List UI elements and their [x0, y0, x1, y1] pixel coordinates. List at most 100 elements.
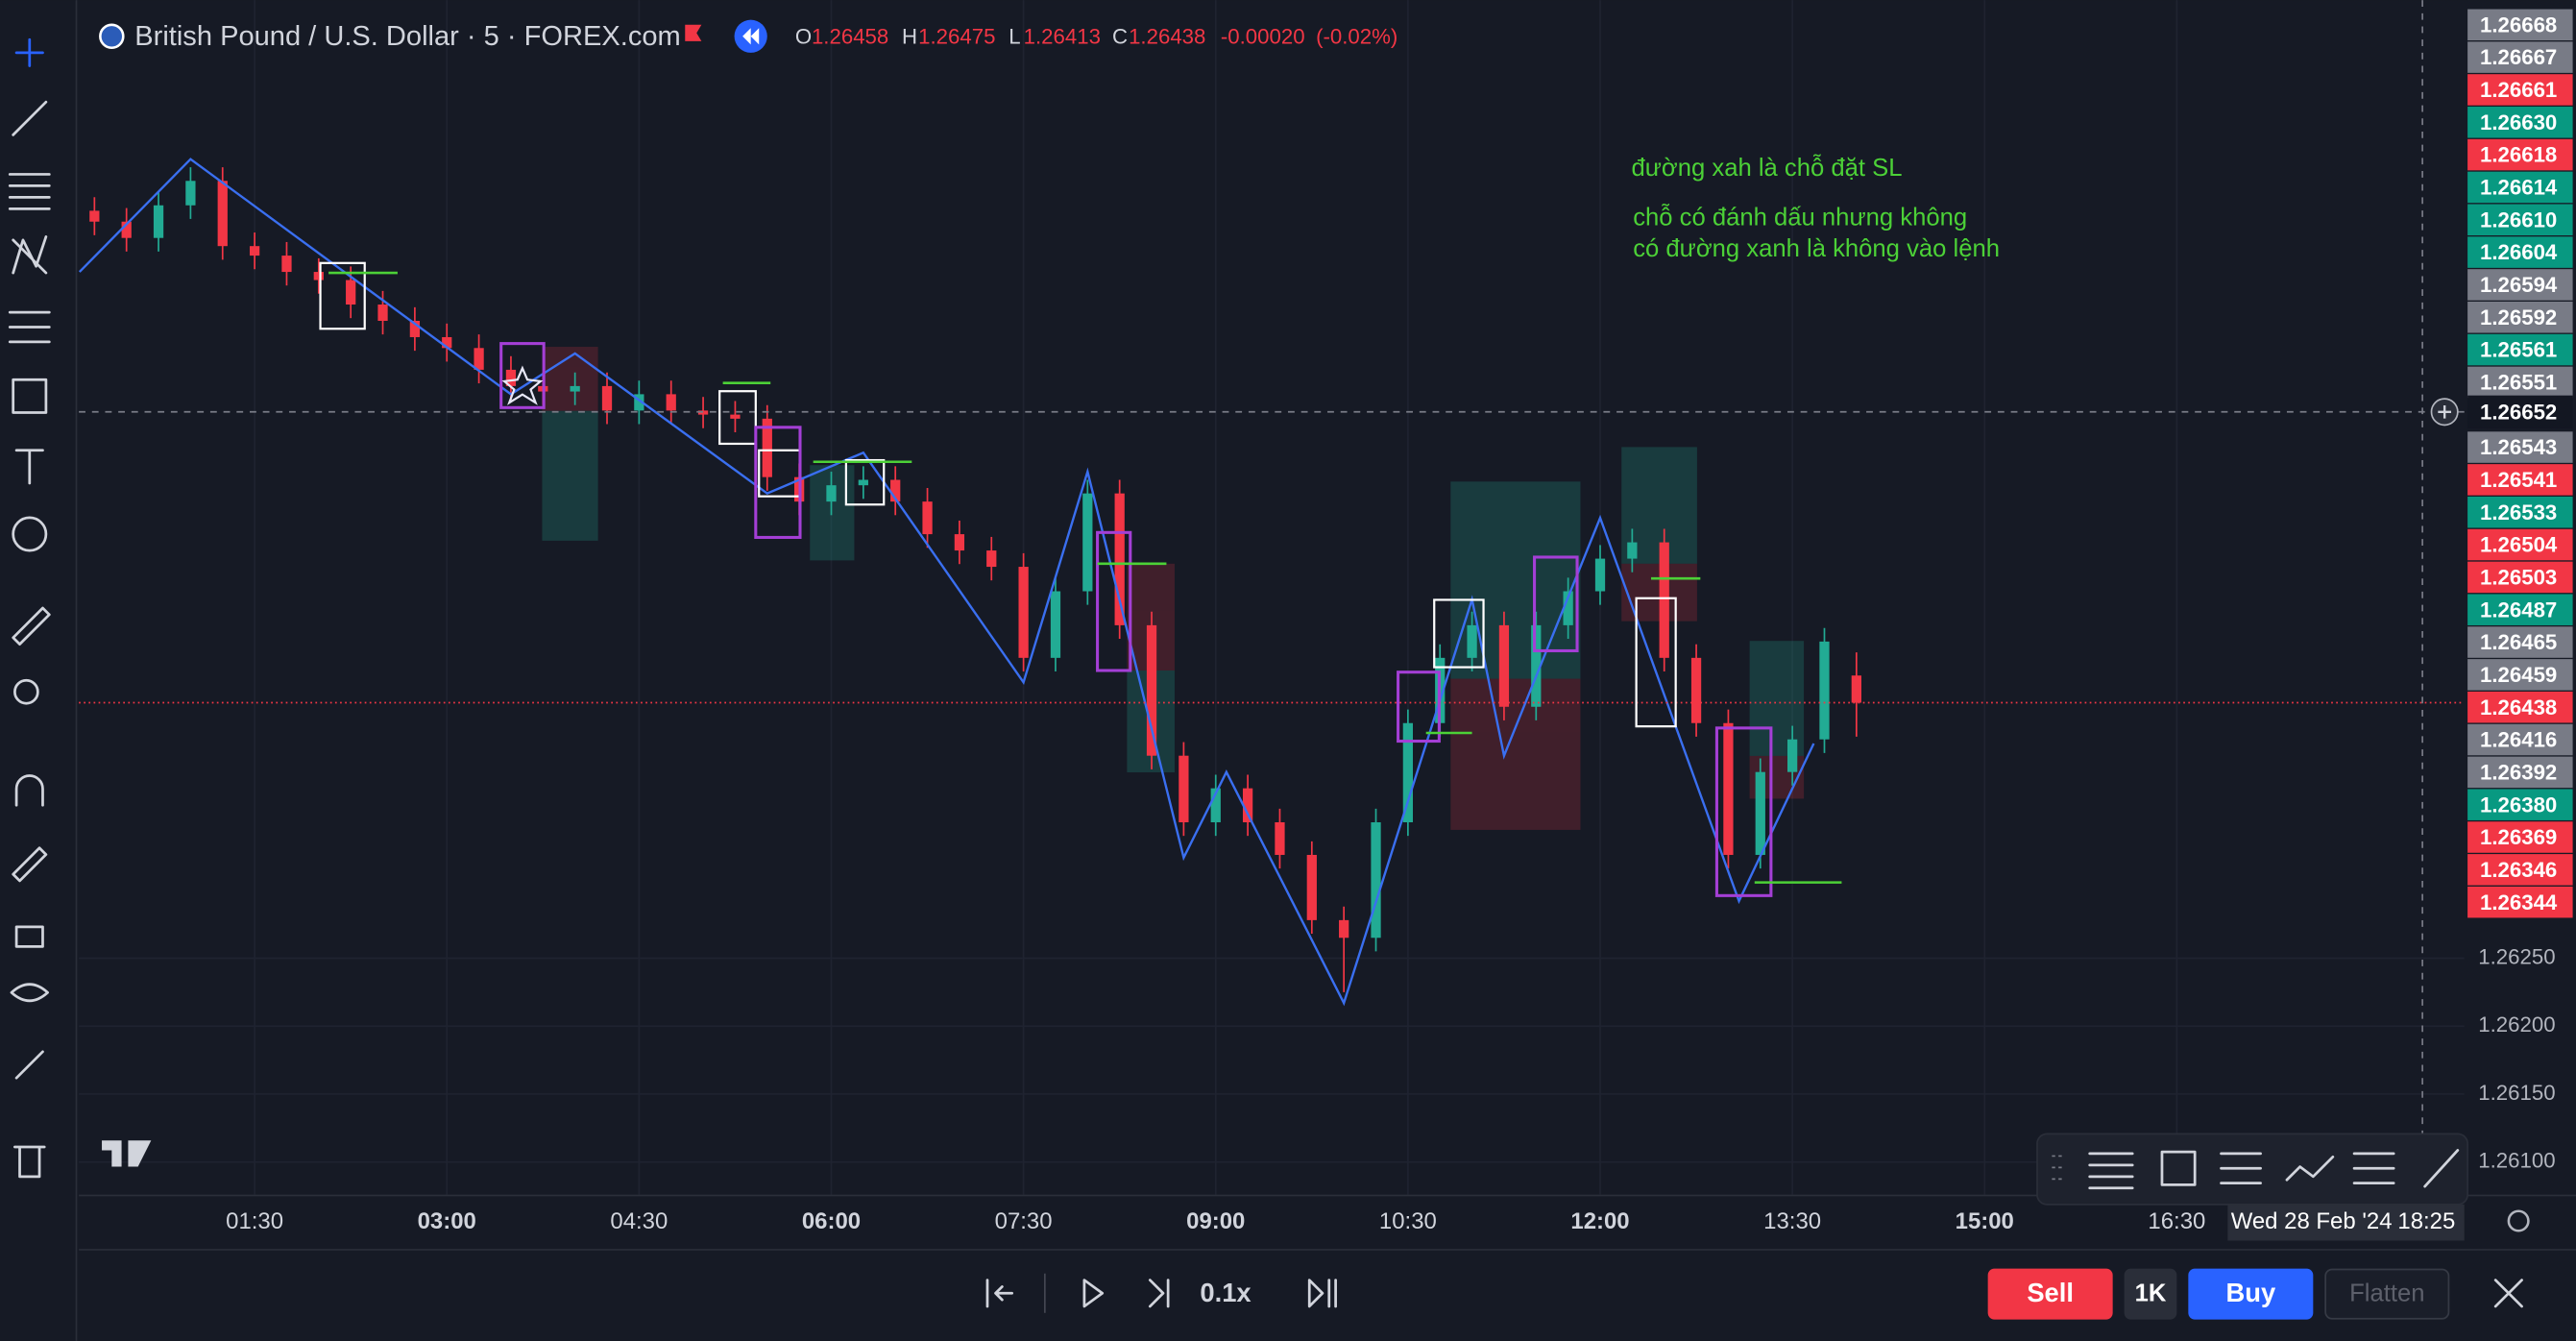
- price-tag-label: 1.26465: [2480, 630, 2557, 654]
- draw-mode[interactable]: [12, 846, 48, 883]
- tv-logo: [102, 1140, 152, 1167]
- jump-back-button[interactable]: [985, 1279, 1014, 1308]
- jump-realtime-button[interactable]: [1307, 1279, 1337, 1308]
- emoji-tool[interactable]: [12, 516, 48, 552]
- buy-button[interactable]: [2188, 1268, 2314, 1320]
- marker-box: [754, 426, 802, 539]
- price-tag-label: 1.26344: [2480, 890, 2558, 914]
- marker-box: [1397, 670, 1441, 744]
- toolbar-bg: [0, 0, 76, 1341]
- speed-button[interactable]: 0.1x: [1200, 1278, 1252, 1307]
- candle-body: [1050, 591, 1061, 658]
- price-tag-label: 1.26592: [2480, 305, 2557, 329]
- trendline-tool[interactable]: [12, 100, 48, 136]
- marker-box: [1714, 726, 1773, 897]
- ohlc-key: C: [1112, 24, 1128, 48]
- annotation: đường xah là chỗ đặt SL: [1631, 154, 1902, 182]
- price-tag: [2467, 561, 2573, 594]
- crosshair-price: 1.26652: [2480, 400, 2557, 424]
- drag-handle[interactable]: [2052, 1155, 2062, 1181]
- candle-body: [986, 550, 997, 568]
- sell-label: Sell: [2027, 1278, 2074, 1307]
- annotation: có đường xanh là không vào lệnh: [1633, 235, 2000, 262]
- price-tag: [2467, 594, 2573, 625]
- ruler-tool[interactable]: [12, 606, 51, 646]
- flatten-button[interactable]: [2324, 1268, 2450, 1320]
- candle-body: [1114, 493, 1125, 625]
- hide-tool[interactable]: [10, 983, 49, 1003]
- annotations: đường xah là chỗ đặt SL chỗ có đánh dấu …: [1631, 154, 2000, 262]
- price-tag-label: 1.26369: [2480, 825, 2557, 849]
- price-tag-label: 1.26610: [2480, 207, 2557, 232]
- price-tag: [2467, 366, 2573, 399]
- crosshair-time: 18:25: [2397, 1208, 2455, 1234]
- magnet-tool[interactable]: [14, 774, 44, 807]
- candle-body: [1723, 722, 1734, 855]
- market-status[interactable]: [685, 24, 702, 41]
- candle-body: [153, 205, 164, 238]
- ohlc-value: 1.26413: [1024, 24, 1101, 48]
- x-tick-label: 04:30: [610, 1208, 668, 1234]
- play-button[interactable]: [1082, 1279, 1105, 1308]
- price-tag: [2467, 204, 2573, 236]
- text-tool[interactable]: [14, 449, 44, 485]
- symbol-flag: [99, 23, 125, 50]
- marker-box: [499, 342, 546, 409]
- projection-tool[interactable]: [8, 310, 51, 344]
- fib-tool[interactable]: [8, 173, 51, 210]
- price-tag-label: 1.26541: [2480, 468, 2557, 492]
- pattern-tool[interactable]: [12, 235, 48, 275]
- step-button[interactable]: [1148, 1279, 1170, 1308]
- ohlc-key: H: [902, 24, 917, 48]
- price-tag-label: 1.26504: [2480, 533, 2558, 557]
- annotation: chỗ có đánh dấu nhưng không: [1633, 203, 1967, 231]
- candle-body: [890, 479, 901, 502]
- crosshair-tool[interactable]: [14, 37, 44, 67]
- candle-body: [313, 272, 324, 280]
- position-button[interactable]: [2352, 1152, 2395, 1185]
- price-tag-label: 1.26380: [2480, 792, 2557, 817]
- price-tag: [2467, 723, 2573, 756]
- quantity-button[interactable]: [2124, 1268, 2177, 1320]
- candle-body: [1242, 788, 1253, 823]
- price-tag-label: 1.26561: [2480, 338, 2557, 362]
- price-axis: 1.26250 1.26200 1.26150 1.26100 1.26668 1.266…: [2430, 9, 2573, 1173]
- marker-box: [718, 390, 757, 446]
- candle-body: [1306, 854, 1317, 920]
- candle-body: [474, 348, 484, 370]
- candle-body: [1210, 788, 1221, 823]
- zoom-tool[interactable]: [13, 678, 39, 705]
- settings-icon[interactable]: [2507, 1209, 2530, 1232]
- candle-body: [922, 501, 933, 535]
- price-tag-label: 1.26533: [2480, 500, 2557, 524]
- price-tag: [2467, 431, 2573, 463]
- price-tag: [2467, 302, 2573, 333]
- rect-button[interactable]: [2160, 1150, 2197, 1186]
- price-tag: [2467, 886, 2573, 918]
- candle-body: [1018, 567, 1029, 658]
- fib-button[interactable]: [2088, 1152, 2134, 1190]
- link-tool[interactable]: [14, 1050, 44, 1080]
- line-button[interactable]: [2423, 1149, 2460, 1188]
- symbol-title[interactable]: British Pound / U.S. Dollar · 5 · FOREX.…: [134, 21, 681, 52]
- price-tag: [2467, 528, 2573, 561]
- shape-tool[interactable]: [12, 378, 48, 414]
- path-button[interactable]: [2285, 1155, 2335, 1182]
- close-button[interactable]: [2493, 1279, 2523, 1308]
- ohlc-value: 1.26438: [1129, 24, 1205, 48]
- change-percent: (-0.02%): [1316, 24, 1397, 48]
- candle-body: [1819, 641, 1830, 740]
- sell-button[interactable]: [1987, 1268, 2113, 1320]
- replay-icon: [742, 28, 760, 45]
- delete-tool[interactable]: [13, 1145, 46, 1179]
- lock-tool[interactable]: [14, 925, 44, 948]
- left-toolbar: [0, 0, 78, 1341]
- price-tag: [2467, 333, 2573, 366]
- candle-body: [249, 246, 260, 256]
- price-tag: [2467, 41, 2573, 73]
- x-tick-label: 03:00: [418, 1208, 476, 1234]
- channel-button[interactable]: [2220, 1152, 2262, 1185]
- price-tag: [2467, 854, 2573, 886]
- x-tick-label: 07:30: [995, 1208, 1053, 1234]
